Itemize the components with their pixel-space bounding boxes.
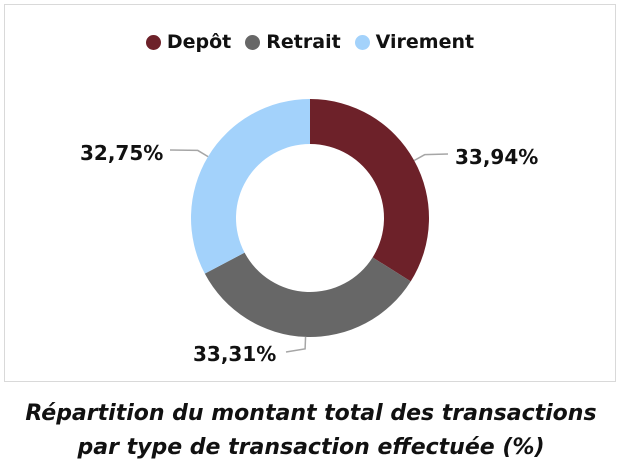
donut-slice-virement [190,99,310,274]
leader-line-depot [413,153,449,162]
leader-line-virement [169,149,209,158]
legend-item-retrait: Retrait [245,31,341,53]
data-label-virement: 32,75% [80,141,163,165]
legend-swatch-retrait [245,34,261,50]
donut-chart: 33,94% 33,31% 32,75% [80,99,538,366]
legend-label-virement: Virement [375,31,475,53]
legend: Depôt Retrait Virement [5,31,615,53]
legend-label-retrait: Retrait [266,31,341,53]
donut-slice-depot [310,99,429,282]
legend-swatch-depot [145,34,161,50]
leader-line-retrait [285,336,307,353]
legend-item-depot: Depôt [145,31,232,53]
chart-caption: Répartition du montant total des transac… [0,397,622,465]
donut-slice-retrait [204,252,411,337]
caption-line-2: par type de transaction effectuée (%) [77,435,545,460]
caption-line-1: Répartition du montant total des transac… [25,401,597,426]
legend-item-virement: Virement [354,31,475,53]
data-label-retrait: 33,31% [193,342,276,366]
legend-swatch-virement [354,34,370,50]
data-label-depot: 33,94% [455,145,538,169]
legend-label-depot: Depôt [166,31,232,53]
